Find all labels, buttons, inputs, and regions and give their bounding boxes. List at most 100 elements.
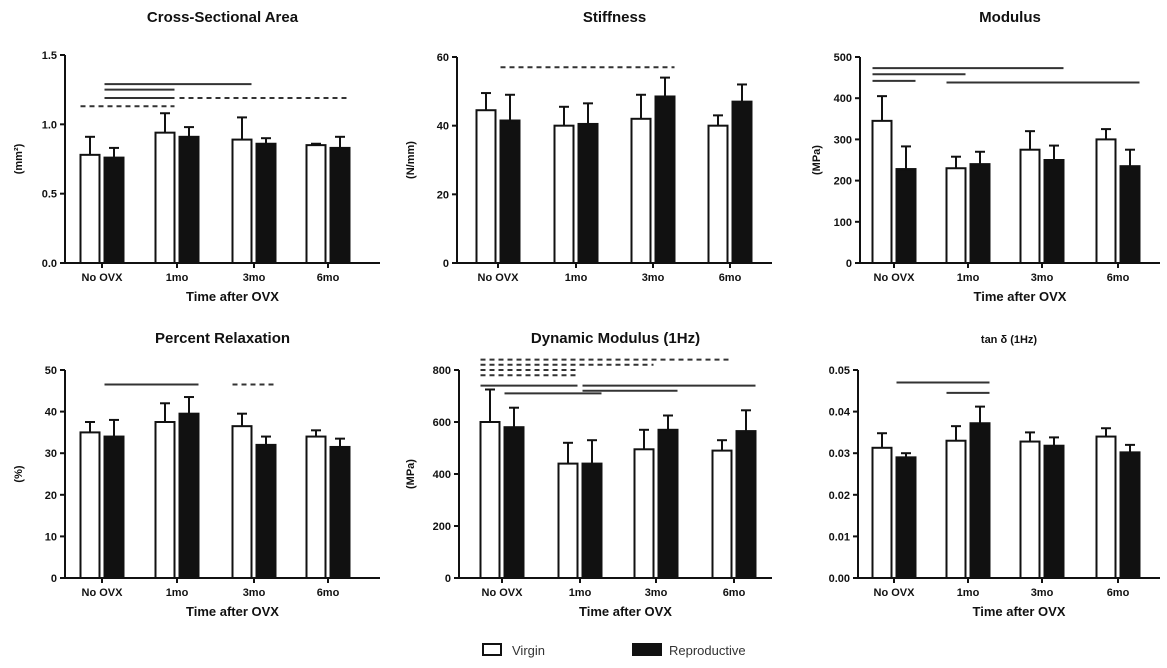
bar-reproductive — [1119, 165, 1141, 264]
y-tick-label: 0.01 — [829, 531, 850, 543]
y-tick-label: 0 — [443, 258, 449, 270]
y-tick-label: 1.5 — [42, 50, 57, 62]
x-tick-label: No OVX — [874, 272, 916, 284]
y-tick-label: 0.02 — [829, 490, 850, 502]
x-tick-label: 3mo — [1031, 587, 1054, 599]
x-tick-label: No OVX — [874, 587, 916, 599]
chart-title: Dynamic Modulus (1Hz) — [531, 330, 700, 347]
bar-reproductive — [581, 462, 603, 580]
legend-group: Virgin Reproductive — [482, 643, 746, 658]
bar-reproductive — [654, 95, 676, 264]
y-tick-label: 200 — [433, 521, 451, 533]
bar-virgin — [154, 131, 176, 264]
y-tick-label: 400 — [834, 93, 852, 105]
bar-virgin — [1095, 138, 1117, 264]
bar-reproductive — [178, 412, 200, 579]
x-tick-label: 3mo — [243, 587, 266, 599]
y-tick-label: 800 — [433, 365, 451, 377]
bar-reproductive — [255, 142, 277, 265]
bar-virgin — [945, 439, 967, 579]
x-tick-label: 1mo — [565, 272, 588, 284]
chart-panel-3: Modulus 0 100 200 300 400 500 (MPa) No OVX 1mo 3mo… — [811, 9, 1160, 304]
y-tick-label: 0 — [445, 573, 451, 585]
x-tick-label: 6mo — [317, 272, 340, 284]
bar-virgin — [633, 448, 655, 579]
x-tick-label: No OVX — [82, 587, 124, 599]
x-axis-label: Time after OVX — [186, 289, 279, 304]
x-tick-label: 3mo — [1031, 272, 1054, 284]
y-tick-label: 20 — [437, 189, 449, 201]
bar-virgin — [79, 153, 101, 264]
y-tick-label: 40 — [437, 121, 449, 133]
x-tick-label: 1mo — [166, 587, 189, 599]
bar-reproductive — [1043, 159, 1065, 264]
x-tick-label: 6mo — [317, 587, 340, 599]
x-tick-label: 6mo — [1107, 272, 1130, 284]
x-tick-label: 6mo — [719, 272, 742, 284]
y-tick-label: 20 — [45, 490, 57, 502]
bar-reproductive — [329, 146, 351, 264]
bar-virgin — [707, 124, 729, 264]
bar-virgin — [154, 421, 176, 579]
bar-reproductive — [577, 122, 599, 264]
bar-virgin — [305, 435, 327, 579]
x-tick-label: 3mo — [645, 587, 668, 599]
y-tick-label: 200 — [834, 176, 852, 188]
bar-virgin — [1019, 148, 1041, 264]
y-tick-label: 0.04 — [829, 407, 851, 419]
bar-virgin — [79, 431, 101, 579]
chart-panel-2: Stiffness 0 20 40 60 (N/mm) No OVX 1mo 3mo 6mo — [405, 9, 772, 284]
chart-title: tan δ (1Hz) — [981, 334, 1038, 346]
bar-virgin — [871, 446, 893, 579]
x-axis-label: Time after OVX — [973, 604, 1066, 619]
bar-reproductive — [969, 163, 991, 264]
y-tick-label: 500 — [834, 52, 852, 64]
legend-label-reproductive: Reproductive — [669, 643, 746, 658]
y-tick-label: 60 — [437, 52, 449, 64]
x-tick-label: 3mo — [642, 272, 665, 284]
chart-title: Stiffness — [583, 9, 646, 26]
y-tick-label: 50 — [45, 365, 57, 377]
y-tick-label: 30 — [45, 448, 57, 460]
bar-reproductive — [178, 135, 200, 265]
bar-virgin — [231, 138, 253, 264]
y-tick-label: 0.03 — [829, 448, 850, 460]
chart-panel-5: Dynamic Modulus (1Hz) 0 200 400 600 800 (MPa) N… — [405, 330, 772, 619]
x-tick-label: 3mo — [243, 272, 266, 284]
bar-virgin — [479, 421, 501, 579]
bar-virgin — [557, 462, 579, 580]
bar-reproductive — [103, 435, 125, 579]
x-tick-label: No OVX — [478, 272, 520, 284]
y-axis-label: (mm²) — [13, 143, 25, 174]
bar-virgin — [305, 144, 327, 264]
y-tick-label: 0.00 — [829, 573, 850, 585]
chart-panel-6: tan δ (1Hz) 0.00 0.01 0.02 0.03 0.04 0.05 No OV… — [829, 334, 1160, 619]
chart-title: Percent Relaxation — [155, 330, 290, 347]
x-tick-label: 1mo — [957, 587, 980, 599]
bar-reproductive — [969, 422, 991, 579]
y-tick-label: 40 — [45, 407, 57, 419]
y-tick-label: 0 — [846, 258, 852, 270]
x-tick-label: No OVX — [82, 272, 124, 284]
bar-reproductive — [503, 426, 525, 580]
y-axis-label: (N/mm) — [405, 141, 417, 179]
bar-reproductive — [103, 156, 125, 264]
bar-reproductive — [499, 119, 521, 265]
x-axis-label: Time after OVX — [579, 604, 672, 619]
bar-virgin — [1095, 435, 1117, 579]
x-axis-label: Time after OVX — [974, 289, 1067, 304]
bar-reproductive — [895, 456, 917, 579]
x-tick-label: 6mo — [723, 587, 746, 599]
bar-reproductive — [735, 430, 757, 579]
y-tick-label: 0.05 — [829, 365, 850, 377]
chart-panel-1: Cross-Sectional Area 0.0 0.5 1.0 1.5 (mm²) No … — [13, 9, 380, 304]
bar-virgin — [711, 449, 733, 580]
x-tick-label: No OVX — [482, 587, 524, 599]
y-tick-label: 10 — [45, 531, 57, 543]
bar-virgin — [553, 124, 575, 264]
y-tick-label: 0.5 — [42, 189, 57, 201]
x-tick-label: 1mo — [957, 272, 980, 284]
y-axis-label: (%) — [13, 465, 25, 482]
y-tick-label: 100 — [834, 217, 852, 229]
